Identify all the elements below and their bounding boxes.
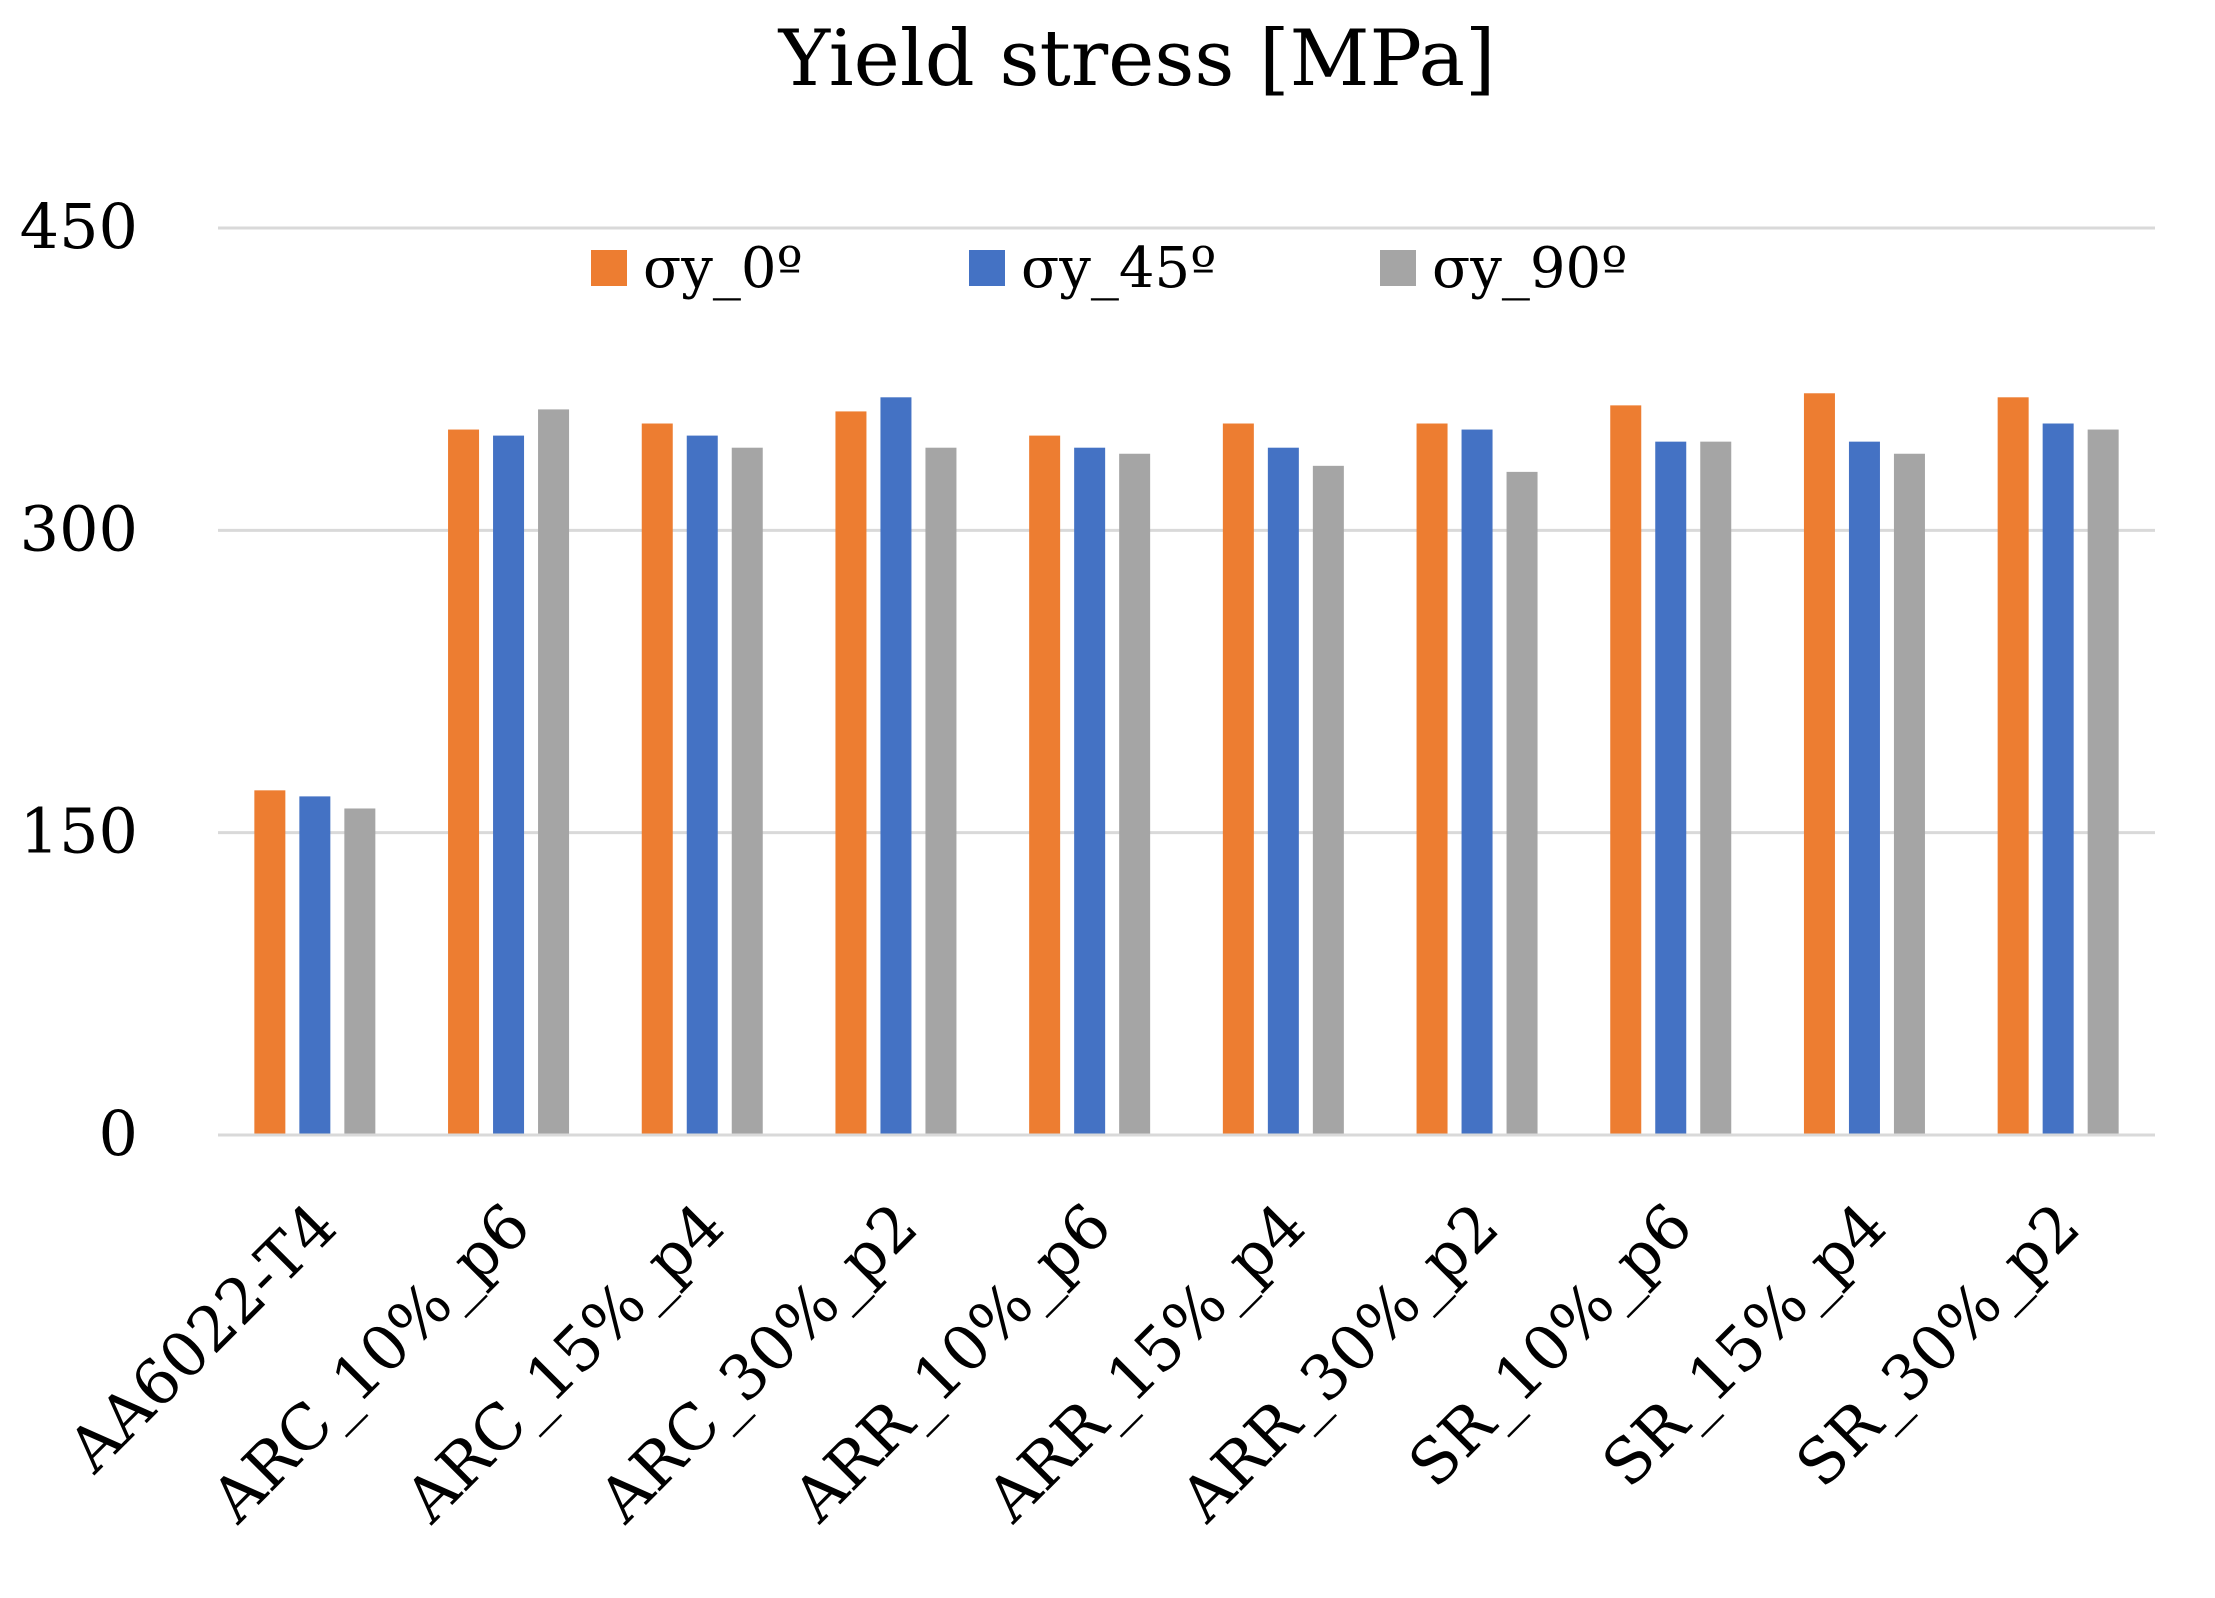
bar xyxy=(1416,423,1448,1135)
legend: σy_0º σy_45º σy_90º xyxy=(591,236,1627,301)
y-tick-label: 450 xyxy=(20,190,138,263)
chart-title: Yield stress [MPa] xyxy=(778,14,1496,104)
bar xyxy=(1119,453,1151,1136)
legend-item: σy_0º xyxy=(591,236,803,301)
bar xyxy=(1848,441,1880,1135)
bars xyxy=(254,393,2119,1136)
bar xyxy=(1461,429,1493,1135)
bar xyxy=(1803,393,1835,1136)
bar xyxy=(686,435,718,1135)
legend-label: σy_0º xyxy=(643,236,803,301)
y-tick-label: 300 xyxy=(20,492,138,565)
x-axis-labels: AA6022-T4ARC_10%_p6ARC_15%_p4ARC_30%_p2A… xyxy=(53,1189,2094,1537)
y-axis-ticks: 0 150 300 450 xyxy=(20,190,138,1170)
bar xyxy=(1997,397,2029,1136)
legend-item: σy_45º xyxy=(969,236,1216,301)
legend-swatch xyxy=(969,250,1005,286)
bar xyxy=(880,397,912,1136)
bar xyxy=(1893,453,1925,1136)
legend-label: σy_90º xyxy=(1432,236,1627,301)
bar xyxy=(1655,441,1687,1135)
legend-item: σy_90º xyxy=(1380,236,1627,301)
bar xyxy=(641,423,673,1135)
bar xyxy=(2042,423,2074,1135)
bar xyxy=(925,447,957,1135)
bar xyxy=(731,447,763,1135)
legend-swatch xyxy=(591,250,627,286)
bar xyxy=(1074,447,1106,1135)
bar xyxy=(1029,435,1061,1135)
bar xyxy=(254,790,286,1135)
bar xyxy=(835,411,867,1136)
bar xyxy=(1312,465,1344,1135)
bar xyxy=(493,435,525,1135)
bar xyxy=(1267,447,1299,1135)
bar xyxy=(344,808,376,1135)
bar xyxy=(448,429,480,1135)
y-tick-label: 0 xyxy=(99,1097,138,1170)
bar xyxy=(538,409,570,1135)
legend-swatch xyxy=(1380,250,1416,286)
legend-label: σy_45º xyxy=(1021,236,1216,301)
bar xyxy=(299,796,331,1135)
y-tick-label: 150 xyxy=(20,795,138,868)
bar xyxy=(1506,471,1538,1136)
bar xyxy=(1222,423,1254,1135)
bar xyxy=(1610,405,1642,1135)
bar xyxy=(2087,429,2119,1135)
bar xyxy=(1700,441,1732,1135)
